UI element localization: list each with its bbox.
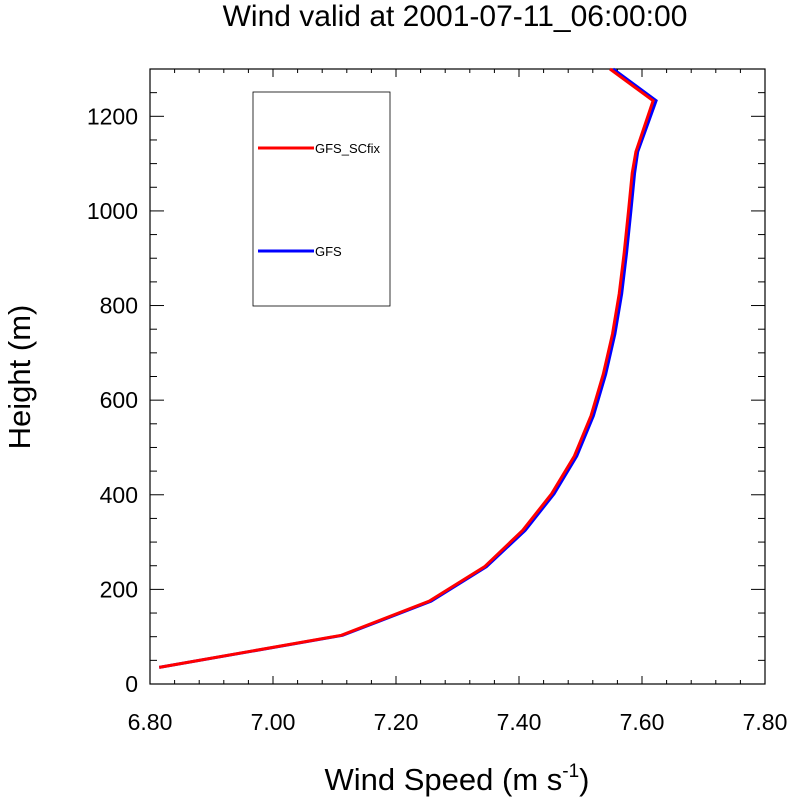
x-tick-label: 7.40 [497,709,542,735]
x-tick-label: 7.80 [743,709,788,735]
plot-frame [149,68,766,685]
x-tick-label: 6.80 [128,709,173,735]
y-tick-label: 200 [100,576,138,602]
series-line-gfs [158,67,658,669]
x-tick-label: 7.60 [620,709,665,735]
series-line-gfs-scfix [158,67,655,669]
x-axis-label-superscript: -1 [562,761,579,782]
x-axis-label-suffix: ) [579,762,589,797]
series-lines [158,67,658,669]
y-tick-label: 600 [100,387,138,413]
x-axis-label: Wind Speed (m s-1) [325,761,590,797]
x-axis-tick-labels: 6.80 7.00 7.20 7.40 7.60 7.80 [128,709,788,735]
y-axis-tick-labels: 0 200 400 600 800 1000 1200 [87,103,138,697]
legend-label-gfs: GFS [315,244,342,259]
chart-title: Wind valid at 2001-07-11_06:00:00 [223,0,688,33]
legend: GFS_SCfix GFS [252,91,391,307]
y-tick-label: 1200 [87,103,138,129]
y-tick-label: 1000 [87,198,138,224]
y-tick-label: 400 [100,482,138,508]
plot-border [149,68,766,685]
legend-box [252,91,391,307]
y-tick-label: 0 [125,671,138,697]
x-tick-label: 7.00 [251,709,296,735]
y-axis-ticks [150,68,765,685]
x-axis-ticks [149,69,766,684]
y-axis-label: Height (m) [2,305,37,450]
y-tick-label: 800 [100,293,138,319]
x-tick-label: 7.20 [374,709,419,735]
x-axis-label-text: Wind Speed (m s [325,762,563,797]
legend-label-gfs-scfix: GFS_SCfix [315,141,381,156]
